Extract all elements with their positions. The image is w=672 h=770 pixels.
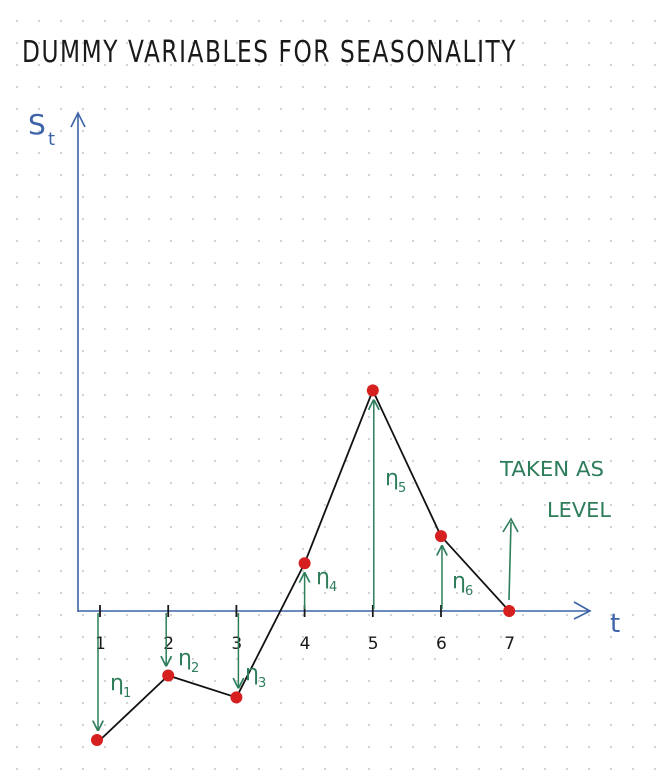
seasonal-label-subscript: 5 <box>398 481 406 496</box>
seasonal-label: η <box>110 671 124 696</box>
data-point <box>298 557 311 570</box>
x-axis-arrowhead <box>573 601 592 620</box>
seasonal-label: η <box>245 661 259 686</box>
seasonal-label-subscript: 3 <box>258 676 266 691</box>
data-point <box>366 384 379 397</box>
x-tick-label: 5 <box>368 634 379 654</box>
y-axis-label: S <box>28 108 46 141</box>
x-tick-label: 2 <box>163 634 174 654</box>
data-points <box>91 384 516 746</box>
level-note-arrow <box>508 521 512 601</box>
x-tick-label: 1 <box>95 634 106 654</box>
level-note-line1: TAKEN AS <box>499 457 604 481</box>
axes: S t t 1 2 3 4 5 6 7 <box>28 108 620 654</box>
data-point <box>435 530 447 543</box>
data-point <box>162 669 175 682</box>
data-point <box>503 605 516 617</box>
y-axis-label-subscript: t <box>48 129 55 150</box>
seasonal-label: η <box>452 569 466 594</box>
x-tick-label: 3 <box>231 634 242 654</box>
x-axis-label: t <box>610 609 620 639</box>
title: DUMMY VARIABLES FOR SEASONALITY <box>22 35 517 70</box>
x-tick-label: 7 <box>504 634 515 654</box>
seasonal-label: η <box>316 565 330 590</box>
seasonal-label: η <box>385 466 399 491</box>
seasonal-label: η <box>178 646 192 671</box>
level-note-line2: LEVEL <box>547 498 612 522</box>
data-point <box>91 734 103 746</box>
seasonal-labels: η 1η 2 η 3η 4η 5η 6 <box>110 466 473 701</box>
seasonal-label-subscript: 1 <box>123 686 131 701</box>
x-tick-label: 6 <box>436 634 447 654</box>
level-note: TAKEN AS LEVEL <box>499 457 612 601</box>
x-tick-label: 4 <box>300 634 311 654</box>
y-axis-arrowhead <box>70 111 86 128</box>
seasonal-label-subscript: 6 <box>465 584 473 599</box>
level-note-arrowhead <box>502 517 519 533</box>
data-point <box>230 691 243 704</box>
x-ticks: 1 2 3 4 5 6 7 <box>95 605 515 654</box>
seasonal-arrows <box>98 400 442 730</box>
seasonal-label-subscript: 4 <box>329 580 337 595</box>
seasonal-label-subscript: 2 <box>191 661 199 676</box>
